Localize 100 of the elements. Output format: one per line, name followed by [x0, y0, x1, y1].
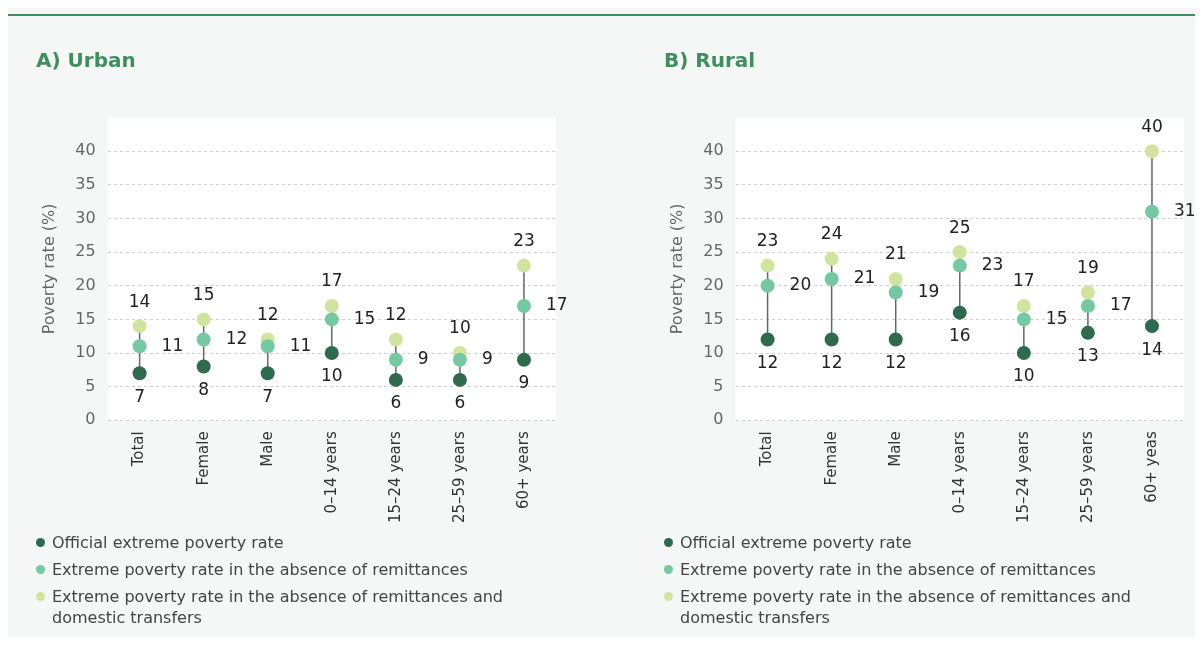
point — [760, 258, 775, 273]
data-label: 23 — [981, 254, 1004, 274]
data-label: 12 — [884, 351, 907, 372]
point — [516, 298, 531, 313]
data-label: 9 — [417, 348, 429, 369]
x-tick-label: 15–24 years — [385, 431, 404, 524]
point — [888, 332, 903, 347]
legend-label: Extreme poverty rate in the absence of remittances and domestic transfers — [680, 586, 1132, 628]
x-tick-label: 15–24 years — [1013, 431, 1032, 524]
y-tick-label: 30 — [703, 207, 724, 227]
x-tick-label: 0–14 years — [321, 431, 340, 514]
data-label: 13 — [1077, 345, 1099, 366]
data-label: 11 — [289, 334, 312, 355]
data-label: 12 — [256, 303, 279, 324]
data-label: 17 — [1109, 294, 1132, 315]
data-label: 10 — [1013, 365, 1035, 386]
y-tick-label: 10 — [75, 342, 96, 362]
data-label: 7 — [134, 385, 145, 406]
point — [1016, 312, 1031, 327]
data-label: 12 — [385, 303, 407, 324]
point — [132, 366, 147, 381]
point — [516, 352, 531, 367]
y-tick-label: 20 — [703, 274, 724, 294]
y-tick-label: 25 — [75, 241, 96, 261]
data-label: 17 — [545, 294, 568, 315]
data-label: 19 — [917, 280, 940, 301]
legend-label: Official extreme poverty rate — [52, 532, 284, 553]
x-tick-label: Total — [757, 431, 776, 468]
point — [452, 372, 467, 387]
chart-title: A) Urban — [36, 48, 137, 72]
x-tick-label: Female — [193, 431, 212, 486]
point — [324, 298, 339, 313]
data-label: 23 — [756, 230, 779, 250]
data-label: 23 — [513, 230, 535, 250]
data-label: 31 — [1173, 200, 1196, 221]
point — [1144, 204, 1159, 219]
point — [824, 251, 839, 266]
point — [132, 339, 147, 354]
y-tick-label: 35 — [75, 174, 96, 194]
point — [196, 332, 211, 347]
point — [260, 366, 275, 381]
y-axis-title: Poverty rate (%) — [666, 203, 686, 335]
point — [952, 305, 967, 320]
x-tick-label: 0–14 years — [949, 431, 968, 514]
y-tick-label: 0 — [713, 409, 724, 429]
point — [388, 332, 403, 347]
point — [516, 258, 531, 273]
data-label: 9 — [518, 372, 530, 393]
x-tick-label: 60+ years — [513, 431, 532, 509]
y-tick-label: 0 — [85, 409, 96, 429]
y-tick-label: 40 — [703, 140, 724, 160]
y-tick-label: 35 — [703, 174, 724, 194]
data-label: 21 — [884, 243, 907, 264]
point — [452, 352, 467, 367]
data-label: 24 — [820, 223, 843, 244]
data-label: 12 — [225, 327, 248, 348]
x-tick-label: Male — [257, 431, 276, 467]
y-tick-label: 30 — [75, 207, 96, 227]
data-label: 9 — [481, 348, 493, 369]
data-label: 6 — [454, 392, 466, 413]
data-label: 20 — [789, 274, 812, 295]
y-tick-label: 15 — [703, 308, 724, 328]
chart-title: B) Rural — [664, 48, 757, 72]
point — [324, 312, 339, 327]
point — [260, 339, 275, 354]
point — [388, 372, 403, 387]
data-label: 11 — [161, 334, 184, 355]
point — [1080, 285, 1095, 300]
point — [888, 272, 903, 287]
point — [1144, 319, 1159, 334]
data-label: 16 — [948, 325, 971, 346]
legend-label: Extreme poverty rate in the absence of remittances — [680, 559, 1096, 580]
y-tick-label: 5 — [85, 375, 96, 395]
y-axis-title: Poverty rate (%) — [38, 203, 58, 335]
point — [888, 285, 903, 300]
data-label: 17 — [1013, 270, 1035, 291]
point — [760, 332, 775, 347]
point — [388, 352, 403, 367]
point — [1080, 298, 1095, 313]
y-tick-label: 5 — [713, 375, 724, 395]
x-tick-label: Male — [885, 431, 904, 467]
point — [324, 346, 339, 361]
point — [196, 312, 211, 327]
point — [824, 332, 839, 347]
data-label: 21 — [853, 267, 876, 288]
data-label: 14 — [128, 290, 151, 311]
y-tick-label: 20 — [75, 274, 96, 294]
y-tick-label: 10 — [703, 342, 724, 362]
data-label: 15 — [192, 283, 215, 304]
data-label: 40 — [1141, 115, 1163, 136]
y-tick-label: 15 — [75, 308, 96, 328]
x-tick-label: 25–59 years — [449, 431, 468, 524]
data-label: 14 — [1141, 338, 1163, 359]
legend-label: Extreme poverty rate in the absence of remittances and domestic transfers — [52, 586, 504, 628]
x-tick-label: 60+ yeas — [1141, 431, 1160, 503]
point — [760, 278, 775, 293]
data-label: 15 — [353, 307, 376, 328]
data-label: 8 — [198, 378, 210, 399]
point — [132, 319, 147, 334]
point — [1016, 346, 1031, 361]
